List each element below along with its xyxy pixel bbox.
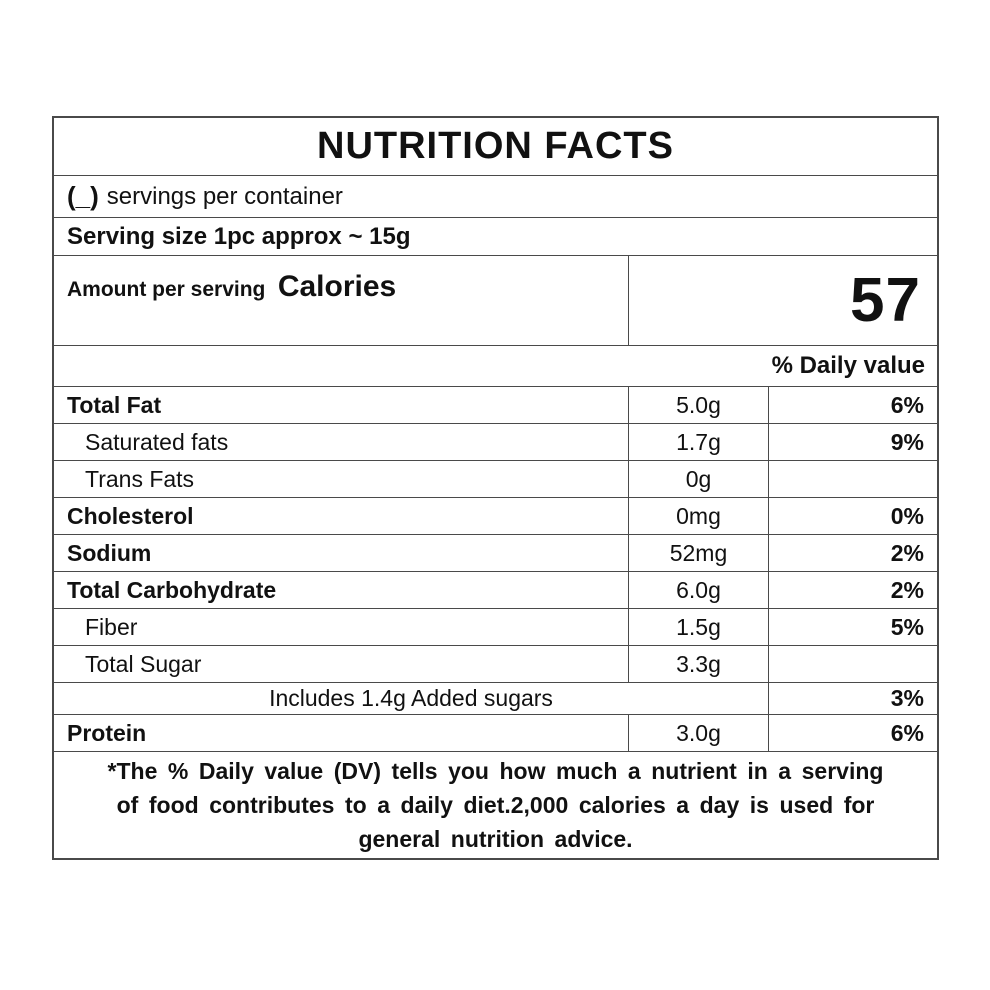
daily-value-header: % Daily value [771, 352, 925, 379]
nutrient-daily-value: 2% [768, 535, 937, 571]
title-row: NUTRITION FACTS [54, 118, 937, 176]
serving-size-text: Serving size 1pc approx ~ 15g [67, 222, 411, 250]
nutrient-name: Fiber [85, 613, 138, 640]
table-row: Sodium 52mg 2% [54, 535, 937, 572]
nutrient-daily-value: 9% [768, 424, 937, 460]
nutrient-name: Includes 1.4g Added sugars [269, 685, 553, 711]
nutrient-name: Cholesterol [67, 502, 194, 529]
servings-count: (_) [67, 181, 99, 211]
nutrient-amount: 6.0g [628, 572, 768, 608]
table-row: Cholesterol 0mg 0% [54, 498, 937, 535]
table-row: Total Carbohydrate 6.0g 2% [54, 572, 937, 609]
nutrient-name: Sodium [67, 539, 152, 566]
table-row: Protein 3.0g 6% [54, 715, 937, 752]
calories-value: 57 [628, 256, 937, 345]
daily-value-header-row: % Daily value [54, 346, 937, 387]
nutrient-daily-value [768, 646, 937, 682]
nutrient-amount: 1.7g [628, 424, 768, 460]
table-row: Fiber 1.5g 5% [54, 609, 937, 646]
nutrient-daily-value: 2% [768, 572, 937, 608]
amount-per-serving-label: Amount per serving [67, 278, 266, 301]
nutrient-name: Trans Fats [85, 465, 195, 492]
calories-row: Amount per serving Calories 57 [54, 256, 937, 346]
nutrient-table: Total Fat 5.0g 6% Saturated fats 1.7g 9% Trans… [54, 387, 937, 752]
nutrient-daily-value: 6% [768, 715, 937, 751]
nutrient-name: Protein [67, 719, 147, 746]
footnote-line: of food contributes to a daily diet.2,00… [116, 792, 875, 818]
nutrient-name: Total Sugar [85, 650, 202, 677]
nutrient-amount: 1.5g [628, 609, 768, 645]
nutrient-daily-value: 6% [768, 387, 937, 423]
nutrient-amount: 5.0g [628, 387, 768, 423]
nutrient-daily-value [768, 461, 937, 497]
nutrient-amount: 0g [628, 461, 768, 497]
label-title: NUTRITION FACTS [317, 125, 674, 167]
servings-row: (_) servings per container [54, 176, 937, 218]
serving-size-row: Serving size 1pc approx ~ 15g [54, 218, 937, 256]
table-row: Total Sugar 3.3g [54, 646, 937, 683]
table-row: Saturated fats 1.7g 9% [54, 424, 937, 461]
nutrient-amount: 52mg [628, 535, 768, 571]
table-row: Trans Fats 0g [54, 461, 937, 498]
calories-left-cell: Amount per serving Calories [54, 256, 628, 345]
nutrient-amount: 3.0g [628, 715, 768, 751]
nutrition-facts-label: NUTRITION FACTS (_) servings per contain… [52, 116, 939, 860]
nutrient-name: Total Fat [67, 391, 162, 418]
table-row: Includes 1.4g Added sugars 3% [54, 683, 937, 715]
nutrient-name: Total Carbohydrate [67, 576, 277, 603]
footnote: *The % Daily value (DV) tells you how mu… [54, 752, 937, 858]
nutrient-daily-value: 3% [768, 683, 937, 714]
nutrient-name: Saturated fats [85, 428, 229, 455]
calories-label: Calories [277, 270, 397, 303]
nutrient-daily-value: 5% [768, 609, 937, 645]
footnote-line: general nutrition advice. [358, 826, 633, 852]
nutrient-amount: 0mg [628, 498, 768, 534]
servings-text: servings per container [106, 182, 343, 210]
nutrient-daily-value: 0% [768, 498, 937, 534]
table-row: Total Fat 5.0g 6% [54, 387, 937, 424]
footnote-line: *The % Daily value (DV) tells you how mu… [107, 758, 884, 784]
nutrient-amount: 3.3g [628, 646, 768, 682]
